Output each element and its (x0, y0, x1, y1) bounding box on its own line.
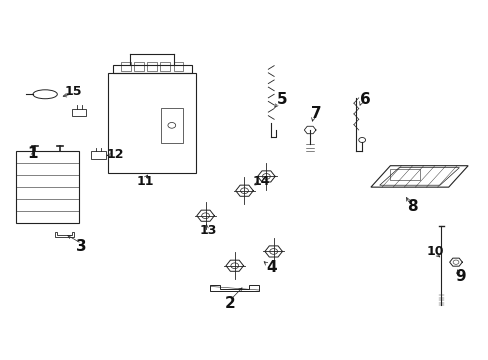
Text: 14: 14 (252, 175, 270, 188)
Text: 8: 8 (406, 199, 417, 214)
Bar (121, 62, 130, 71)
Text: 15: 15 (64, 85, 82, 98)
Bar (91, 152, 106, 158)
Text: 9: 9 (455, 269, 465, 284)
Bar (160, 62, 170, 71)
Text: 10: 10 (426, 245, 444, 258)
Text: 3: 3 (76, 239, 87, 253)
Text: 6: 6 (359, 92, 370, 107)
Text: 1: 1 (28, 146, 38, 161)
Text: 2: 2 (224, 296, 235, 311)
Bar (173, 62, 183, 71)
Bar (72, 109, 86, 116)
Text: 12: 12 (107, 148, 124, 161)
Text: 13: 13 (199, 224, 216, 237)
Bar (108, 73, 196, 173)
Bar (113, 65, 191, 73)
Bar (16, 152, 79, 223)
Text: 5: 5 (277, 92, 287, 107)
Bar (161, 108, 183, 143)
Text: 4: 4 (265, 260, 276, 275)
Bar (147, 62, 157, 71)
Bar (134, 62, 143, 71)
Text: 11: 11 (136, 175, 153, 188)
Text: 7: 7 (310, 107, 321, 121)
